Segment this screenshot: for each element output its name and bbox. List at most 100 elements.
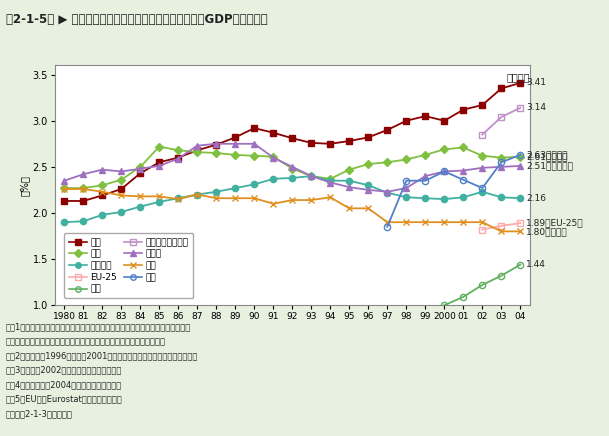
米国 — [80, 185, 87, 191]
Legend: 日本, 米国, フランス, EU-25, 中国, 日本（自然科学）, ドイツ, 英国, 韓国: 日本, 米国, フランス, EU-25, 中国, 日本（自然科学）, ドイツ, … — [64, 233, 194, 298]
フランス — [270, 176, 277, 181]
ドイツ — [270, 155, 277, 160]
ドイツ — [99, 167, 106, 172]
ドイツ — [479, 165, 486, 170]
ドイツ — [175, 156, 182, 161]
EU-25 — [479, 227, 486, 232]
日本 — [460, 107, 467, 112]
米国 — [479, 153, 486, 158]
Text: 5．EUは、Eurostatの推計値である。: 5．EUは、Eurostatの推計値である。 — [6, 395, 123, 404]
Line: 中国: 中国 — [441, 262, 524, 308]
フランス — [516, 196, 524, 201]
英国 — [175, 197, 182, 202]
ドイツ — [421, 174, 429, 179]
米国 — [251, 153, 258, 158]
米国 — [136, 164, 144, 170]
ドイツ — [136, 166, 144, 171]
フランス — [251, 182, 258, 187]
日本 — [516, 80, 524, 85]
英国 — [421, 220, 429, 225]
英国 — [194, 192, 201, 197]
Line: 米国: 米国 — [62, 144, 523, 191]
韓国 — [498, 160, 505, 165]
日本 — [308, 140, 315, 146]
米国 — [289, 166, 296, 171]
米国 — [231, 152, 239, 157]
フランス — [479, 189, 486, 194]
ドイツ — [516, 164, 524, 169]
Line: 韓国: 韓国 — [384, 152, 524, 230]
英国 — [516, 229, 524, 234]
Text: 3.14: 3.14 — [526, 103, 546, 112]
米国 — [175, 148, 182, 153]
フランス — [213, 189, 220, 194]
Text: 3．米国の2002年度以降は暫定値である。: 3．米国の2002年度以降は暫定値である。 — [6, 366, 122, 375]
日本 — [498, 86, 505, 91]
Text: 第2-1-5図 ▶ 主要国等における研究費の対国内総生産（GDP）比の推移: 第2-1-5図 ▶ 主要国等における研究費の対国内総生産（GDP）比の推移 — [6, 13, 268, 26]
日本 — [346, 138, 353, 143]
ドイツ — [231, 141, 239, 146]
米国 — [516, 154, 524, 159]
ドイツ — [61, 178, 68, 183]
ドイツ — [498, 164, 505, 170]
日本 — [118, 186, 125, 191]
日本 — [136, 170, 144, 176]
Line: ドイツ: ドイツ — [61, 141, 524, 195]
ドイツ — [156, 164, 163, 169]
英国 — [308, 198, 315, 203]
韓国 — [384, 224, 391, 229]
韓国 — [516, 152, 524, 157]
ドイツ — [460, 168, 467, 173]
米国 — [270, 154, 277, 159]
英国 — [498, 229, 505, 234]
Line: 日本: 日本 — [61, 80, 524, 204]
Text: 2.16: 2.16 — [526, 194, 546, 203]
英国 — [460, 220, 467, 225]
Text: 1.80（英国）: 1.80（英国） — [526, 227, 568, 236]
日本 — [99, 193, 106, 198]
日本 — [365, 135, 372, 140]
日本 — [441, 118, 448, 123]
フランス — [308, 174, 315, 179]
日本 — [80, 198, 87, 204]
米国 — [441, 146, 448, 152]
韓国 — [460, 177, 467, 182]
日本 — [289, 136, 296, 141]
中国 — [516, 262, 524, 267]
フランス — [326, 178, 334, 183]
米国 — [61, 185, 68, 191]
日本 — [251, 126, 258, 131]
米国 — [118, 177, 125, 182]
ドイツ — [441, 169, 448, 174]
韓国 — [403, 178, 410, 183]
フランス — [421, 196, 429, 201]
韓国 — [421, 178, 429, 183]
ドイツ — [289, 164, 296, 170]
フランス — [498, 194, 505, 200]
ドイツ — [403, 185, 410, 191]
日本（自然科学） — [516, 105, 524, 110]
英国 — [213, 196, 220, 201]
フランス — [156, 199, 163, 204]
米国 — [460, 145, 467, 150]
英国 — [441, 220, 448, 225]
EU-25 — [516, 221, 524, 226]
Line: 英国: 英国 — [61, 186, 524, 235]
ドイツ — [384, 189, 391, 194]
Text: 4．フランスの2004年度は暫定値である。: 4．フランスの2004年度は暫定値である。 — [6, 380, 122, 389]
ドイツ — [80, 172, 87, 177]
ドイツ — [251, 141, 258, 146]
英国 — [289, 198, 296, 203]
米国 — [326, 176, 334, 181]
日本 — [384, 127, 391, 133]
ドイツ — [213, 141, 220, 146]
Text: なお、日本については自然科学のみの値を併せて表示している。: なお、日本については自然科学のみの値を併せて表示している。 — [6, 337, 166, 346]
フランス — [403, 194, 410, 200]
英国 — [384, 220, 391, 225]
英国 — [156, 194, 163, 199]
フランス — [365, 183, 372, 188]
フランス — [231, 185, 239, 191]
英国 — [251, 196, 258, 201]
フランス — [136, 204, 144, 209]
米国 — [194, 150, 201, 155]
